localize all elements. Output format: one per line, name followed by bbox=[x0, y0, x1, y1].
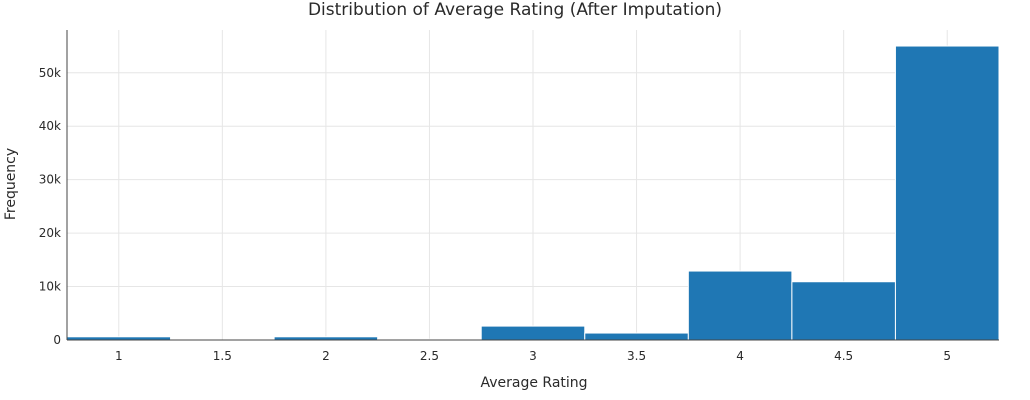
histogram-bar bbox=[584, 332, 689, 341]
x-axis-ticks: 1 1.5 2 2.5 3 3.5 4 4.5 5 bbox=[115, 349, 951, 363]
x-tick-label: 4.5 bbox=[834, 349, 853, 363]
x-tick-label: 2.5 bbox=[420, 349, 439, 363]
chart-title: Distribution of Average Rating (After Im… bbox=[308, 0, 722, 20]
histogram-bar bbox=[894, 45, 1000, 341]
x-axis-title: Average Rating bbox=[480, 375, 587, 391]
y-tick-label: 40k bbox=[39, 119, 61, 133]
chart-bars bbox=[66, 45, 1000, 341]
y-axis-ticks: 0 10k 20k 30k 40k 50k bbox=[39, 66, 61, 347]
y-tick-label: 30k bbox=[39, 173, 61, 187]
y-tick-label: 0 bbox=[53, 333, 61, 347]
histogram-bar bbox=[687, 270, 793, 341]
x-tick-label: 4 bbox=[736, 349, 744, 363]
histogram-bar bbox=[480, 325, 586, 341]
y-tick-label: 10k bbox=[39, 280, 61, 294]
x-tick-label: 1.5 bbox=[213, 349, 232, 363]
y-tick-label: 50k bbox=[39, 66, 61, 80]
x-tick-label: 3 bbox=[529, 349, 537, 363]
x-tick-label: 5 bbox=[943, 349, 951, 363]
chart-axes bbox=[66, 30, 999, 341]
x-tick-label: 3.5 bbox=[627, 349, 646, 363]
x-tick-label: 1 bbox=[115, 349, 123, 363]
histogram-bar bbox=[791, 281, 896, 341]
x-tick-label: 2 bbox=[322, 349, 330, 363]
y-axis-title: Frequency bbox=[3, 148, 19, 220]
y-tick-label: 20k bbox=[39, 226, 61, 240]
